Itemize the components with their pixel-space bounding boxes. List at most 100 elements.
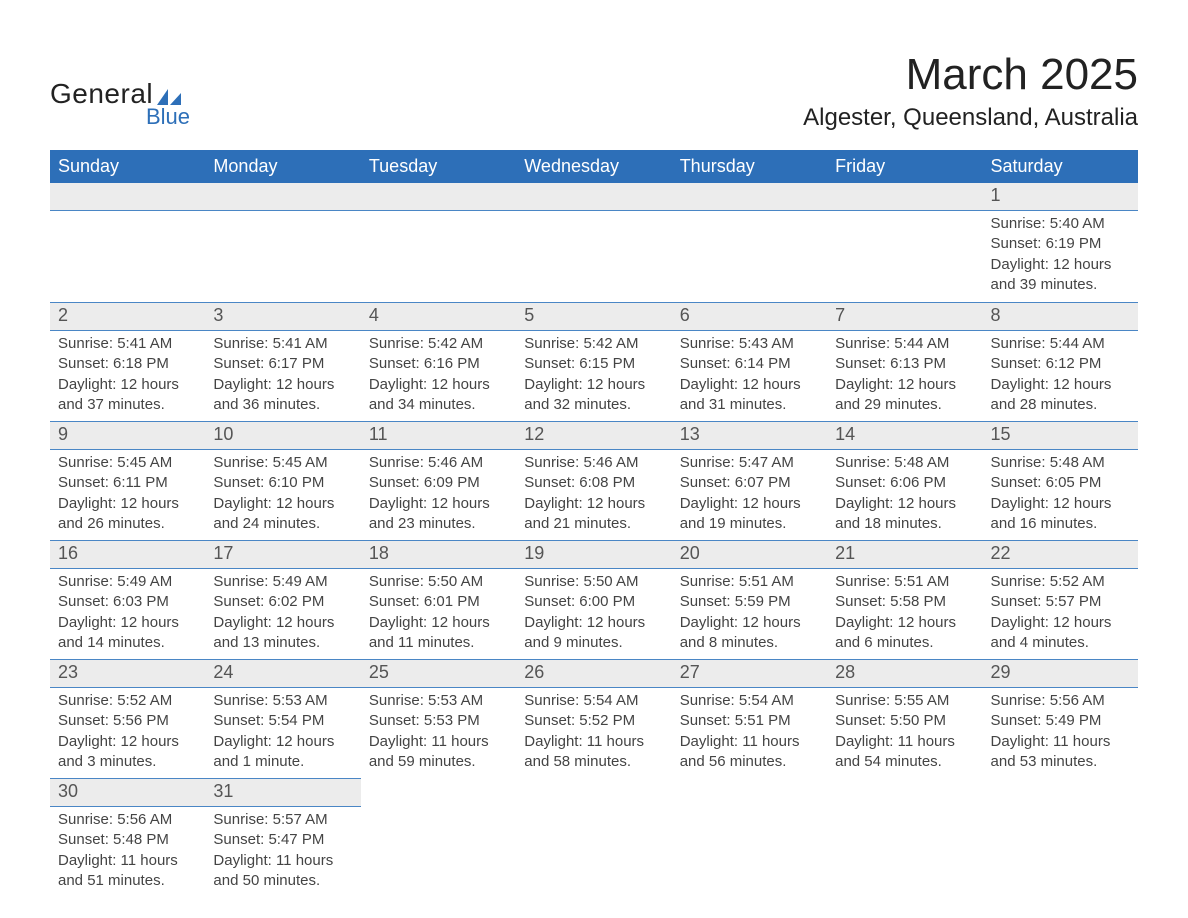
sunrise-text: Sunrise: 5:46 AM <box>524 453 663 473</box>
header-region: General Blue March 2025 Algester, Queens… <box>50 50 1138 132</box>
sunrise-text: Sunrise: 5:55 AM <box>835 691 974 711</box>
day-number-cell <box>672 779 827 807</box>
sunset-text: Sunset: 5:51 PM <box>680 711 819 731</box>
day-number-cell <box>672 183 827 211</box>
daylight-text: Daylight: 11 hours and 58 minutes. <box>524 732 663 773</box>
daylight-text: Daylight: 12 hours and 36 minutes. <box>213 375 352 416</box>
day-number-cell: 4 <box>361 303 516 331</box>
day-detail-cell: Sunrise: 5:53 AMSunset: 5:54 PMDaylight:… <box>205 688 360 779</box>
day-detail-cell: Sunrise: 5:43 AMSunset: 6:14 PMDaylight:… <box>672 331 827 422</box>
day-detail-cell: Sunrise: 5:56 AMSunset: 5:48 PMDaylight:… <box>50 807 205 898</box>
daylight-text: Daylight: 12 hours and 23 minutes. <box>369 494 508 535</box>
daylight-text: Daylight: 12 hours and 9 minutes. <box>524 613 663 654</box>
day-number-cell: 29 <box>983 660 1138 688</box>
day-number-cell: 18 <box>361 541 516 569</box>
day-number-cell: 15 <box>983 422 1138 450</box>
sunset-text: Sunset: 6:06 PM <box>835 473 974 493</box>
sunset-text: Sunset: 5:57 PM <box>991 592 1130 612</box>
day-number-cell: 10 <box>205 422 360 450</box>
sunrise-text: Sunrise: 5:41 AM <box>58 334 197 354</box>
day-number-cell: 12 <box>516 422 671 450</box>
weekday-header: Monday <box>205 150 360 183</box>
day-number-row: 9101112131415 <box>50 422 1138 450</box>
day-detail-cell: Sunrise: 5:47 AMSunset: 6:07 PMDaylight:… <box>672 450 827 541</box>
daylight-text: Daylight: 11 hours and 50 minutes. <box>213 851 352 892</box>
day-number-cell <box>516 779 671 807</box>
title-block: March 2025 Algester, Queensland, Austral… <box>803 50 1138 132</box>
sunrise-text: Sunrise: 5:45 AM <box>213 453 352 473</box>
sunset-text: Sunset: 6:00 PM <box>524 592 663 612</box>
day-detail-cell <box>672 807 827 898</box>
sunrise-text: Sunrise: 5:43 AM <box>680 334 819 354</box>
day-number-cell: 16 <box>50 541 205 569</box>
day-detail-cell: Sunrise: 5:50 AMSunset: 6:00 PMDaylight:… <box>516 569 671 660</box>
sunset-text: Sunset: 6:10 PM <box>213 473 352 493</box>
day-detail-cell: Sunrise: 5:54 AMSunset: 5:52 PMDaylight:… <box>516 688 671 779</box>
day-number-cell: 1 <box>983 183 1138 211</box>
sunrise-text: Sunrise: 5:52 AM <box>991 572 1130 592</box>
day-detail-cell: Sunrise: 5:56 AMSunset: 5:49 PMDaylight:… <box>983 688 1138 779</box>
weekday-header: Saturday <box>983 150 1138 183</box>
day-number-cell: 5 <box>516 303 671 331</box>
calendar-table: Sunday Monday Tuesday Wednesday Thursday… <box>50 150 1138 897</box>
sunset-text: Sunset: 5:56 PM <box>58 711 197 731</box>
sunrise-text: Sunrise: 5:53 AM <box>213 691 352 711</box>
day-detail-cell: Sunrise: 5:48 AMSunset: 6:06 PMDaylight:… <box>827 450 982 541</box>
daylight-text: Daylight: 12 hours and 39 minutes. <box>991 255 1130 296</box>
daylight-text: Daylight: 12 hours and 3 minutes. <box>58 732 197 773</box>
sunrise-text: Sunrise: 5:47 AM <box>680 453 819 473</box>
weekday-header: Thursday <box>672 150 827 183</box>
daylight-text: Daylight: 12 hours and 1 minute. <box>213 732 352 773</box>
day-detail-cell <box>672 211 827 303</box>
day-number-cell <box>827 779 982 807</box>
day-detail-cell: Sunrise: 5:42 AMSunset: 6:15 PMDaylight:… <box>516 331 671 422</box>
sunrise-text: Sunrise: 5:45 AM <box>58 453 197 473</box>
day-number-cell <box>516 183 671 211</box>
sunrise-text: Sunrise: 5:50 AM <box>524 572 663 592</box>
day-number-cell <box>827 183 982 211</box>
daylight-text: Daylight: 12 hours and 32 minutes. <box>524 375 663 416</box>
day-detail-cell: Sunrise: 5:44 AMSunset: 6:13 PMDaylight:… <box>827 331 982 422</box>
daylight-text: Daylight: 11 hours and 51 minutes. <box>58 851 197 892</box>
day-number-cell: 30 <box>50 779 205 807</box>
sunrise-text: Sunrise: 5:51 AM <box>835 572 974 592</box>
sunset-text: Sunset: 6:08 PM <box>524 473 663 493</box>
sunset-text: Sunset: 5:58 PM <box>835 592 974 612</box>
daylight-text: Daylight: 12 hours and 19 minutes. <box>680 494 819 535</box>
sunset-text: Sunset: 5:52 PM <box>524 711 663 731</box>
day-detail-cell: Sunrise: 5:57 AMSunset: 5:47 PMDaylight:… <box>205 807 360 898</box>
sunrise-text: Sunrise: 5:40 AM <box>991 214 1130 234</box>
day-detail-cell <box>516 211 671 303</box>
sunset-text: Sunset: 5:49 PM <box>991 711 1130 731</box>
day-number-cell: 6 <box>672 303 827 331</box>
logo-text-bottom: Blue <box>146 104 190 130</box>
sunset-text: Sunset: 6:07 PM <box>680 473 819 493</box>
daylight-text: Daylight: 12 hours and 14 minutes. <box>58 613 197 654</box>
day-number-cell: 8 <box>983 303 1138 331</box>
day-number-cell: 28 <box>827 660 982 688</box>
weekday-header: Friday <box>827 150 982 183</box>
daylight-text: Daylight: 12 hours and 11 minutes. <box>369 613 508 654</box>
sunset-text: Sunset: 6:16 PM <box>369 354 508 374</box>
sunset-text: Sunset: 5:59 PM <box>680 592 819 612</box>
day-detail-cell: Sunrise: 5:45 AMSunset: 6:11 PMDaylight:… <box>50 450 205 541</box>
day-detail-row: Sunrise: 5:52 AMSunset: 5:56 PMDaylight:… <box>50 688 1138 779</box>
daylight-text: Daylight: 12 hours and 21 minutes. <box>524 494 663 535</box>
day-detail-cell <box>827 807 982 898</box>
daylight-text: Daylight: 11 hours and 56 minutes. <box>680 732 819 773</box>
day-detail-cell: Sunrise: 5:51 AMSunset: 5:58 PMDaylight:… <box>827 569 982 660</box>
day-number-row: 1 <box>50 183 1138 211</box>
sunset-text: Sunset: 6:13 PM <box>835 354 974 374</box>
day-detail-cell: Sunrise: 5:48 AMSunset: 6:05 PMDaylight:… <box>983 450 1138 541</box>
weekday-header: Tuesday <box>361 150 516 183</box>
day-detail-cell <box>983 807 1138 898</box>
sunset-text: Sunset: 6:14 PM <box>680 354 819 374</box>
sunrise-text: Sunrise: 5:50 AM <box>369 572 508 592</box>
weekday-header-row: Sunday Monday Tuesday Wednesday Thursday… <box>50 150 1138 183</box>
daylight-text: Daylight: 12 hours and 4 minutes. <box>991 613 1130 654</box>
day-detail-cell: Sunrise: 5:54 AMSunset: 5:51 PMDaylight:… <box>672 688 827 779</box>
daylight-text: Daylight: 11 hours and 59 minutes. <box>369 732 508 773</box>
day-detail-cell <box>361 807 516 898</box>
day-number-cell: 19 <box>516 541 671 569</box>
day-detail-cell <box>50 211 205 303</box>
